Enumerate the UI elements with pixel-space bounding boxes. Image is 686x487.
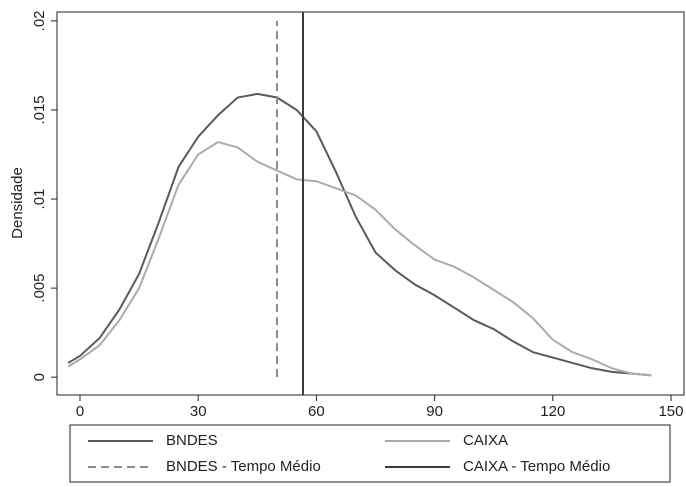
y-tick-label: .015 — [31, 95, 48, 124]
legend-label: BNDES - Tempo Médio — [166, 458, 321, 475]
series-line — [67, 92, 652, 377]
x-tick-label: 0 — [76, 403, 84, 420]
x-tick-label: 60 — [308, 403, 325, 420]
series-line — [67, 140, 652, 377]
legend-label: CAIXA — [463, 432, 508, 449]
legend-box — [69, 424, 671, 483]
y-tick-label: .01 — [31, 189, 48, 210]
x-tick-label: 90 — [426, 403, 443, 420]
x-tick-label: 30 — [190, 403, 207, 420]
y-axis-label: Densidade — [9, 167, 26, 239]
x-tick-label: 120 — [540, 403, 565, 420]
legend-label: CAIXA - Tempo Médio — [463, 458, 610, 475]
legend-label: BNDES — [166, 432, 218, 449]
plot-frame — [56, 11, 685, 396]
y-tick-label: .005 — [31, 274, 48, 303]
x-tick-label: 150 — [658, 403, 683, 420]
y-tick-label: .02 — [31, 10, 48, 31]
y-tick-label: 0 — [31, 373, 48, 381]
